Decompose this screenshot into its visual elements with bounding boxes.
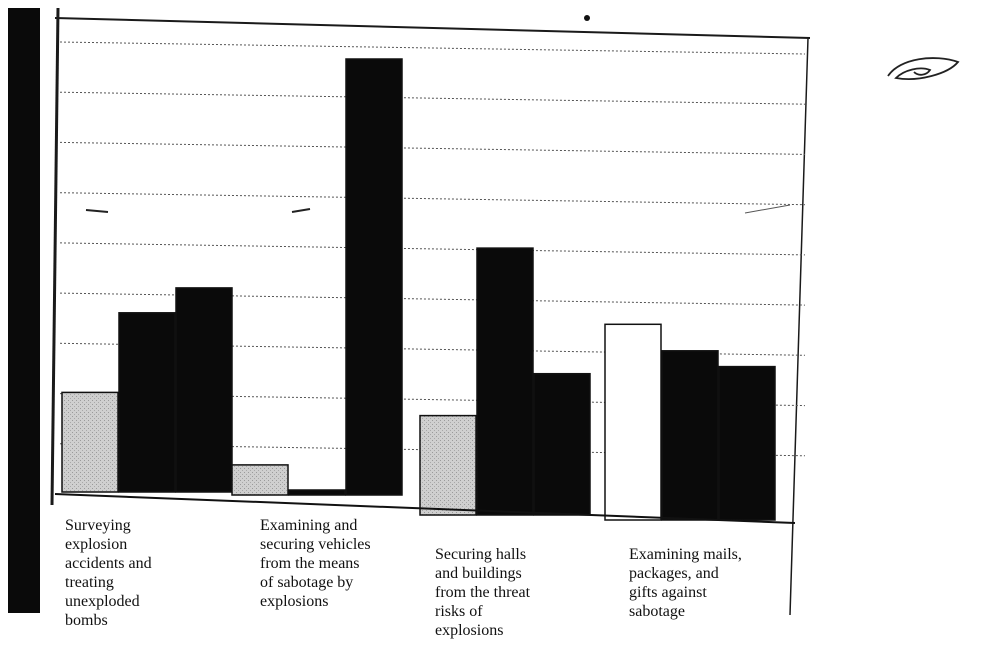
scan-speck	[584, 15, 590, 21]
bar-series1-cat2	[231, 464, 289, 496]
top-frame-line	[54, 17, 811, 39]
bars	[54, 58, 796, 524]
right-frame-line	[789, 37, 809, 616]
gridlines	[59, 41, 806, 457]
category-label-1: Surveying explosion accidents and treati…	[65, 517, 152, 629]
bar-series2-cat3	[476, 247, 534, 516]
gridline	[59, 242, 806, 256]
handwritten-mark	[887, 57, 960, 80]
left-band	[8, 8, 40, 613]
gridline	[59, 141, 806, 155]
gridline	[59, 192, 806, 206]
bar-series1-cat3	[419, 414, 477, 516]
scan-mark	[291, 208, 311, 213]
category-label-4: Examining mails, packages, and gifts aga…	[629, 546, 742, 620]
bar-series3-cat1	[175, 287, 233, 493]
bar-series3-cat3	[533, 372, 591, 516]
bar-series1-cat1	[61, 391, 119, 493]
bar-series2-cat2	[288, 489, 346, 496]
gridline	[59, 41, 806, 55]
bar-series3-cat2	[345, 58, 403, 496]
category-label-2: Examining and securing vehicles from the…	[260, 517, 371, 610]
scan-mark	[744, 204, 791, 214]
gridline	[59, 91, 806, 105]
y-axis	[50, 7, 60, 506]
bar-series3-cat4	[718, 365, 776, 521]
x-axis-baseline	[54, 493, 796, 524]
bar-series2-cat1	[118, 312, 176, 493]
category-label-3: Securing halls and buildings from the th…	[435, 546, 531, 639]
scan-mark	[85, 209, 109, 213]
bar-series1-cat4	[604, 323, 662, 521]
bar-series2-cat4	[661, 350, 719, 521]
gridline	[59, 292, 806, 306]
